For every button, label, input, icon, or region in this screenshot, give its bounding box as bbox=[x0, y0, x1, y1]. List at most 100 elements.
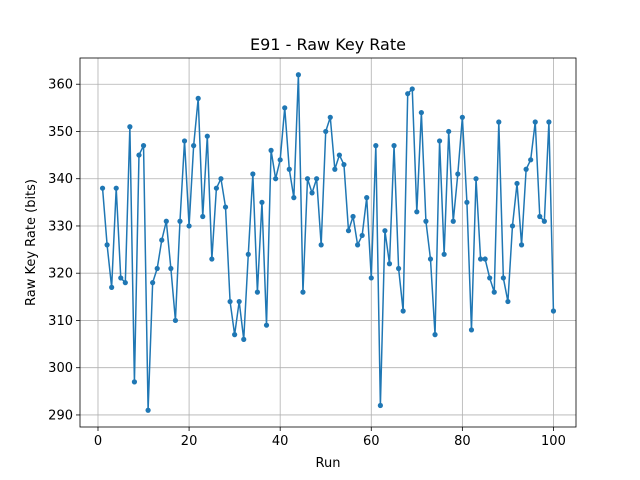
data-point bbox=[109, 284, 115, 290]
data-point bbox=[459, 114, 465, 120]
series-line bbox=[101, 74, 555, 411]
x-tick-label: 80 bbox=[454, 434, 471, 449]
data-point bbox=[195, 95, 201, 101]
data-point bbox=[218, 176, 224, 182]
data-point bbox=[414, 209, 420, 215]
data-point bbox=[314, 176, 320, 182]
data-point bbox=[336, 152, 342, 158]
data-point bbox=[172, 317, 179, 324]
data-point bbox=[368, 275, 374, 281]
data-point bbox=[323, 128, 329, 135]
data-point bbox=[418, 109, 424, 116]
data-point bbox=[232, 332, 238, 338]
data-point bbox=[300, 289, 306, 295]
data-point bbox=[327, 114, 333, 120]
data-point bbox=[341, 161, 347, 168]
data-point bbox=[432, 332, 438, 338]
data-point bbox=[537, 213, 543, 220]
data-point bbox=[277, 157, 283, 163]
x-tick-label: 60 bbox=[363, 434, 380, 449]
data-point bbox=[423, 218, 429, 224]
data-point bbox=[405, 91, 411, 97]
data-point bbox=[318, 242, 324, 248]
data-point bbox=[468, 327, 475, 333]
data-series bbox=[99, 72, 557, 413]
data-point bbox=[131, 379, 138, 385]
y-tick-label: 360 bbox=[48, 78, 73, 93]
x-axis-ticks: 0 20 40 60 80 100 bbox=[94, 427, 566, 449]
data-point bbox=[200, 213, 206, 220]
data-point bbox=[505, 298, 511, 305]
data-point bbox=[436, 138, 443, 144]
data-point bbox=[163, 218, 169, 224]
data-point bbox=[145, 407, 151, 413]
data-point bbox=[332, 166, 338, 172]
data-point bbox=[386, 261, 393, 267]
x-tick-label: 20 bbox=[181, 434, 198, 449]
data-point bbox=[345, 228, 352, 234]
data-point bbox=[359, 232, 365, 239]
data-point bbox=[309, 190, 315, 196]
data-point bbox=[523, 166, 529, 172]
data-point bbox=[441, 251, 447, 257]
data-point bbox=[500, 275, 506, 281]
data-point bbox=[177, 218, 183, 224]
data-point bbox=[204, 133, 210, 139]
data-point bbox=[446, 128, 452, 135]
data-point bbox=[273, 176, 279, 182]
data-point bbox=[140, 143, 147, 149]
x-axis-label: Run bbox=[316, 456, 341, 471]
data-point bbox=[209, 256, 215, 262]
data-point bbox=[236, 298, 242, 305]
data-point bbox=[373, 143, 379, 149]
data-point bbox=[213, 185, 220, 191]
chart-title: E91 - Raw Key Rate bbox=[250, 35, 406, 54]
y-tick-label: 330 bbox=[48, 219, 73, 234]
data-point bbox=[291, 195, 297, 201]
y-tick-label: 350 bbox=[48, 125, 73, 140]
x-tick-label: 100 bbox=[541, 434, 566, 449]
data-point bbox=[482, 256, 488, 262]
data-point bbox=[455, 171, 461, 177]
data-point bbox=[491, 289, 497, 295]
data-point bbox=[427, 256, 434, 262]
y-tick-label: 340 bbox=[48, 172, 73, 187]
x-tick-label: 0 bbox=[94, 434, 102, 449]
data-point bbox=[227, 298, 233, 305]
plot-frame bbox=[79, 57, 577, 428]
data-point bbox=[546, 119, 552, 125]
data-point bbox=[99, 185, 106, 191]
data-point bbox=[400, 308, 406, 314]
y-tick-label: 300 bbox=[48, 361, 73, 376]
data-point bbox=[241, 336, 247, 342]
data-point bbox=[382, 228, 388, 234]
data-point bbox=[518, 242, 525, 248]
data-point bbox=[154, 265, 160, 272]
data-point bbox=[391, 143, 397, 149]
x-tick-label: 40 bbox=[272, 434, 289, 449]
data-point bbox=[191, 143, 197, 149]
data-point bbox=[150, 280, 156, 286]
data-point bbox=[487, 275, 493, 281]
data-point bbox=[395, 265, 402, 272]
data-point bbox=[118, 275, 124, 281]
data-point bbox=[159, 237, 165, 243]
y-tick-label: 320 bbox=[48, 267, 73, 282]
data-point bbox=[355, 242, 361, 248]
data-point bbox=[304, 176, 311, 182]
data-point bbox=[364, 195, 370, 201]
data-point bbox=[259, 199, 265, 205]
data-point bbox=[473, 176, 479, 182]
data-point bbox=[254, 289, 261, 295]
data-point bbox=[222, 204, 229, 210]
data-point bbox=[509, 223, 516, 229]
data-point bbox=[263, 322, 270, 328]
data-point bbox=[541, 218, 547, 224]
data-point bbox=[127, 124, 133, 130]
data-point bbox=[122, 280, 128, 286]
y-tick-label: 290 bbox=[48, 408, 73, 423]
data-point bbox=[136, 152, 142, 158]
data-point bbox=[181, 138, 188, 144]
data-point bbox=[268, 147, 274, 153]
